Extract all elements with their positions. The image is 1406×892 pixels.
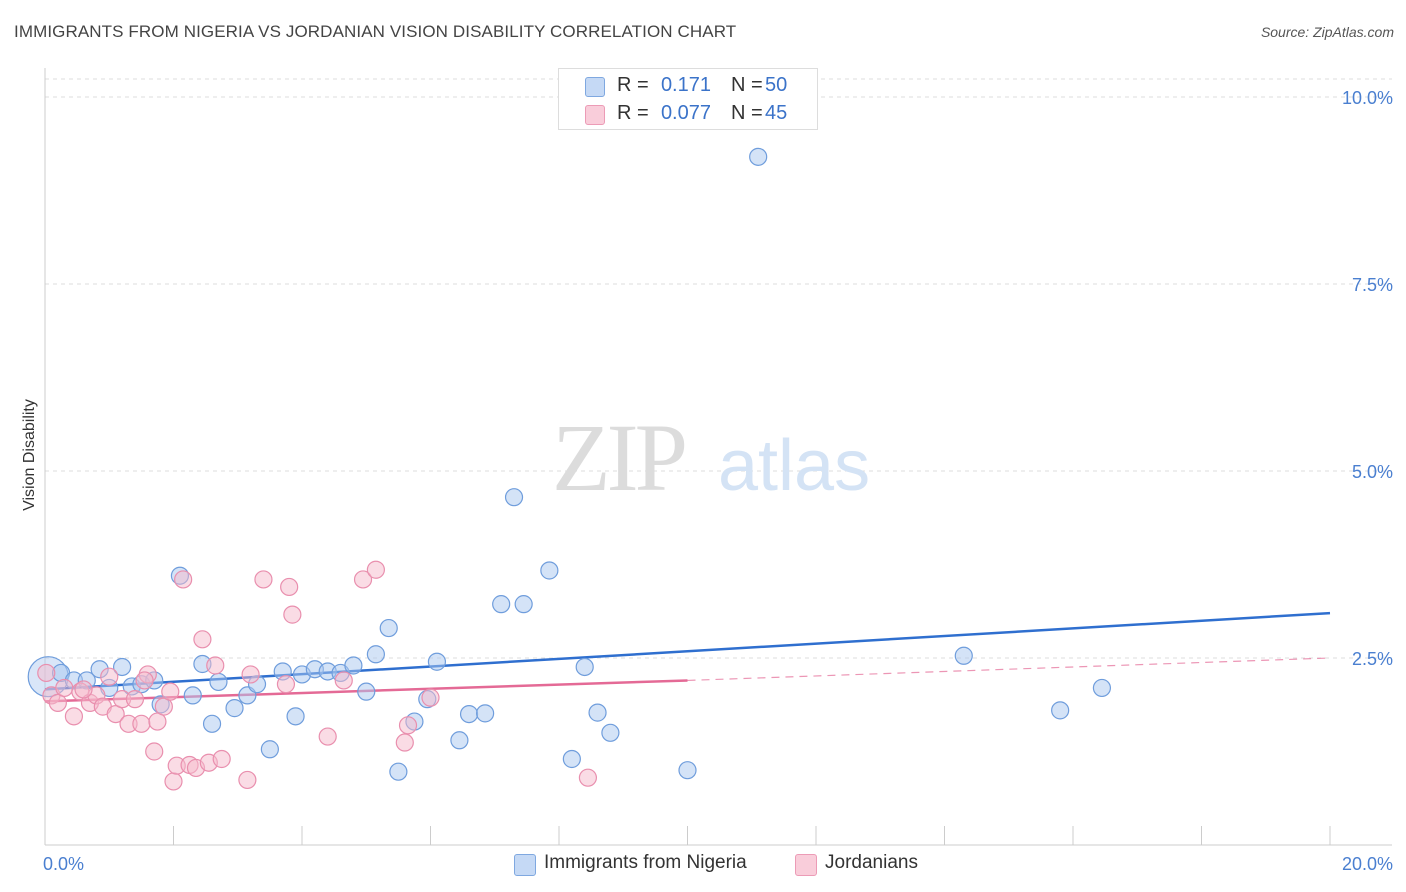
point-jordanians — [206, 656, 225, 675]
trend-line-nigeria — [44, 611, 1331, 691]
source-credit: Source: ZipAtlas.com — [1260, 24, 1394, 40]
point-jordanians — [578, 768, 598, 787]
point-jordanians — [212, 749, 231, 769]
point-jordanians — [125, 690, 145, 709]
y-tick-label: 7.5% — [1352, 275, 1393, 295]
point-jordanians — [395, 733, 414, 752]
point-nigeria — [504, 488, 524, 507]
grid-lines — [45, 78, 1392, 659]
y-tick-label: 10.0% — [1342, 88, 1393, 108]
point-nigeria — [112, 657, 132, 677]
point-jordanians — [74, 680, 93, 699]
point-nigeria — [954, 646, 973, 665]
point-jordanians — [55, 678, 74, 698]
point-nigeria — [459, 704, 479, 724]
point-nigeria — [749, 147, 768, 166]
point-nigeria — [225, 699, 244, 718]
point-nigeria — [678, 761, 697, 780]
point-nigeria — [389, 762, 408, 781]
point-nigeria — [260, 740, 279, 759]
point-jordanians — [106, 704, 125, 724]
r-value: 0.171 — [660, 74, 711, 96]
n-value: 45 — [765, 102, 788, 124]
point-nigeria — [1051, 701, 1070, 720]
point-jordanians — [283, 605, 302, 624]
point-nigeria — [492, 595, 511, 614]
point-nigeria — [514, 595, 533, 614]
point-nigeria — [183, 686, 202, 705]
point-nigeria — [286, 707, 305, 726]
point-jordanians — [318, 727, 337, 746]
stats-legend: R = 0.171 N = 50 R = 0.077 N = 45 — [558, 68, 818, 130]
n-value: 50 — [765, 74, 788, 96]
watermark-zip: ZIP — [552, 404, 685, 511]
chart-title: IMMIGRANTS FROM NIGERIA VS JORDANIAN VIS… — [14, 22, 737, 41]
point-jordanians — [334, 671, 353, 690]
point-jordanians — [164, 772, 183, 791]
point-nigeria — [575, 657, 594, 677]
point-nigeria — [450, 731, 469, 750]
point-nigeria — [366, 645, 385, 664]
point-jordanians — [254, 570, 273, 589]
y-axis-label: Vision Disability — [21, 399, 38, 511]
point-nigeria — [202, 714, 222, 733]
point-nigeria — [379, 618, 398, 638]
point-nigeria — [476, 704, 495, 723]
point-nigeria — [344, 656, 363, 675]
r-label: R = — [617, 74, 649, 96]
r-value: 0.077 — [660, 102, 711, 124]
x-tick-label-max: 20.0% — [1342, 854, 1393, 874]
point-jordanians — [174, 570, 193, 589]
point-jordanians — [148, 712, 167, 731]
point-jordanians — [132, 714, 151, 733]
point-nigeria — [540, 561, 559, 580]
point-nigeria — [588, 703, 607, 722]
x-tick-label-min: 0.0% — [43, 854, 84, 874]
y-tick-label: 2.5% — [1352, 649, 1393, 669]
point-nigeria — [209, 672, 228, 692]
point-jordanians — [398, 716, 418, 735]
point-jordanians — [366, 560, 385, 579]
point-nigeria — [562, 749, 581, 769]
trend-line-jordanians-extrapolated — [687, 657, 1331, 682]
watermark: ZIP atlas — [552, 404, 870, 511]
point-nigeria — [357, 682, 376, 701]
point-nigeria — [1092, 678, 1112, 698]
point-jordanians — [241, 665, 260, 684]
point-jordanians — [353, 570, 373, 589]
point-jordanians — [100, 667, 119, 686]
point-nigeria — [427, 652, 447, 671]
n-label: N = — [731, 102, 763, 124]
point-jordanians — [37, 663, 56, 683]
legend-swatch-blue — [514, 854, 536, 876]
point-jordanians — [135, 671, 154, 690]
point-jordanians — [421, 688, 440, 707]
y-tick-label: 5.0% — [1352, 462, 1393, 482]
point-jordanians — [161, 682, 180, 701]
legend-label: Immigrants from Nigeria — [544, 852, 747, 873]
point-jordanians — [280, 577, 299, 597]
data-points — [27, 147, 1112, 791]
legend-swatch-pink — [795, 854, 817, 876]
trend-lines — [44, 611, 1331, 703]
point-jordanians — [154, 697, 173, 716]
r-label: R = — [617, 102, 649, 124]
tick-labels: 2.5% 5.0% 7.5% 10.0% 0.0% 20.0% — [43, 88, 1393, 874]
point-jordanians — [238, 770, 257, 790]
point-jordanians — [64, 707, 84, 726]
point-nigeria — [601, 723, 620, 742]
point-jordanians — [145, 742, 164, 761]
axes — [44, 68, 1392, 846]
point-jordanians — [193, 630, 212, 649]
point-jordanians — [276, 675, 296, 694]
watermark-atlas: atlas — [718, 426, 870, 506]
legend-label: Jordanians — [825, 852, 918, 873]
n-label: N = — [731, 74, 763, 96]
point-jordanians — [48, 693, 67, 712]
legend-swatch-blue — [585, 77, 605, 97]
legend-swatch-pink — [585, 105, 605, 125]
